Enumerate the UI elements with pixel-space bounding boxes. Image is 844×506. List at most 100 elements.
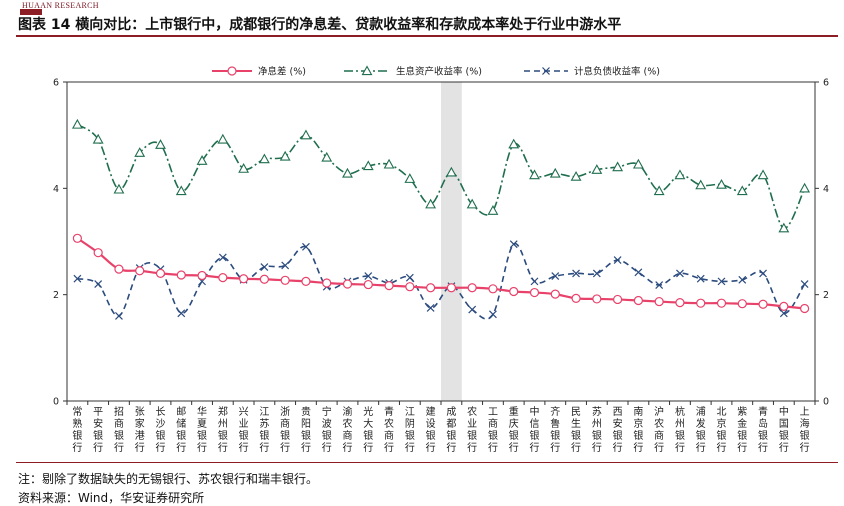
series-1-point <box>72 233 82 243</box>
x-category-label: 重庆银行 <box>509 405 519 454</box>
series-1-point <box>155 268 166 278</box>
series-2-point <box>321 151 333 162</box>
y-tick-label-left: 4 <box>53 184 59 195</box>
series-1-point <box>363 279 373 290</box>
x-category-label: 江阴银行 <box>405 406 415 454</box>
x-category-label: 光大银行 <box>363 405 373 454</box>
series-2-point <box>425 198 437 209</box>
x-category-label: 招商银行 <box>114 405 124 454</box>
series-2-point <box>71 118 83 129</box>
x-category-label: 北京银行 <box>717 406 727 454</box>
series-line-2 <box>76 123 806 229</box>
series-3-point <box>260 263 269 271</box>
title-divider <box>16 35 838 37</box>
series-2-point <box>487 205 499 215</box>
series-1-point <box>135 266 145 276</box>
y-tick-label-right: 0 <box>823 397 829 408</box>
series-2-point <box>175 185 187 196</box>
series-3-point <box>676 269 684 278</box>
brand-logo <box>20 0 42 19</box>
x-category-label: 杭州银行 <box>675 405 685 454</box>
x-category-label: 建设银行 <box>426 405 436 454</box>
series-2-point <box>508 138 520 149</box>
series-2-point <box>155 139 166 149</box>
series-3-point <box>509 240 518 249</box>
series-2-point <box>674 169 686 180</box>
series-3-point <box>489 310 497 319</box>
x-category-label: 渝农商行 <box>343 405 353 454</box>
y-tick-label-right: 6 <box>823 78 829 89</box>
series-1-point <box>467 283 477 293</box>
series-1-point <box>488 284 498 294</box>
series-1-point <box>675 298 685 308</box>
series-3-point <box>302 242 310 251</box>
series-3-point <box>551 272 560 280</box>
series-3-point <box>177 309 186 318</box>
series-1-point <box>301 276 311 286</box>
x-category-label: 兴业银行 <box>239 406 249 454</box>
series-3-point <box>468 305 477 314</box>
x-category-label: 民生银行 <box>571 406 581 454</box>
series-3-point <box>759 269 767 278</box>
series-3-point <box>613 256 622 265</box>
series-2-point <box>757 169 769 180</box>
series-1-point <box>800 303 810 314</box>
x-category-label: 华夏银行 <box>197 405 207 454</box>
logo-text: HUAAN RESEARCH <box>22 1 99 10</box>
series-1-point <box>114 264 124 274</box>
series-2-point <box>632 158 644 169</box>
series-2-point <box>529 169 540 180</box>
footer-divider <box>16 462 838 463</box>
legend-marker-3 <box>542 67 550 75</box>
y-tick-label-left: 2 <box>53 290 59 301</box>
series-1-point <box>93 248 103 258</box>
series-1-point <box>716 298 727 308</box>
x-category-label: 平安银行 <box>93 407 103 454</box>
series-2-point <box>466 198 478 209</box>
series-3-point <box>364 272 373 280</box>
series-1-point <box>405 282 415 292</box>
x-category-label: 张家港行 <box>135 406 145 454</box>
series-1-point <box>613 294 623 305</box>
series-2-point <box>300 129 312 140</box>
series-1-point <box>342 279 353 289</box>
x-category-label: 贵阳银行 <box>301 405 311 454</box>
series-3-point <box>115 312 123 320</box>
x-category-label: 农业银行 <box>467 405 477 454</box>
series-2-point <box>778 222 790 233</box>
series-2-point <box>342 167 353 178</box>
series-1-point <box>280 275 290 285</box>
series-2-point <box>653 185 665 196</box>
series-3-point <box>738 275 747 284</box>
x-category-label: 常熟银行 <box>72 405 82 454</box>
x-category-label: 郑州银行 <box>218 405 228 454</box>
series-2-point <box>217 133 229 144</box>
y-tick-label-right: 4 <box>823 184 829 195</box>
series-1-point <box>758 299 768 309</box>
x-category-label: 邮储银行 <box>176 405 186 454</box>
series-2-point <box>383 158 395 169</box>
series-2-point <box>591 164 603 174</box>
series-2-point <box>549 167 561 178</box>
series-3-point <box>530 277 539 286</box>
legend-marker-2 <box>361 65 373 76</box>
series-2-point <box>570 171 582 181</box>
series-3-point <box>634 268 643 277</box>
series-1-point <box>218 273 228 283</box>
highlight-band <box>441 82 462 401</box>
series-1-point <box>259 274 269 284</box>
series-1-point <box>737 299 747 309</box>
x-category-label: 紫金银行 <box>737 406 747 454</box>
series-3-point <box>717 277 726 286</box>
figure-title: 图表 14 横向对比：上市银行中，成都银行的净息差、贷款收益率和存款成本率处于行… <box>18 17 622 33</box>
series-1-point <box>384 281 394 291</box>
series-3-point <box>94 280 103 288</box>
series-2-point <box>134 147 146 157</box>
series-2-point <box>196 155 208 165</box>
series-2-point <box>404 173 416 183</box>
x-category-label: 南京银行 <box>633 405 643 454</box>
series-1-point <box>696 298 706 308</box>
x-category-label: 浙商银行 <box>280 406 290 454</box>
series-1-point <box>654 296 664 307</box>
